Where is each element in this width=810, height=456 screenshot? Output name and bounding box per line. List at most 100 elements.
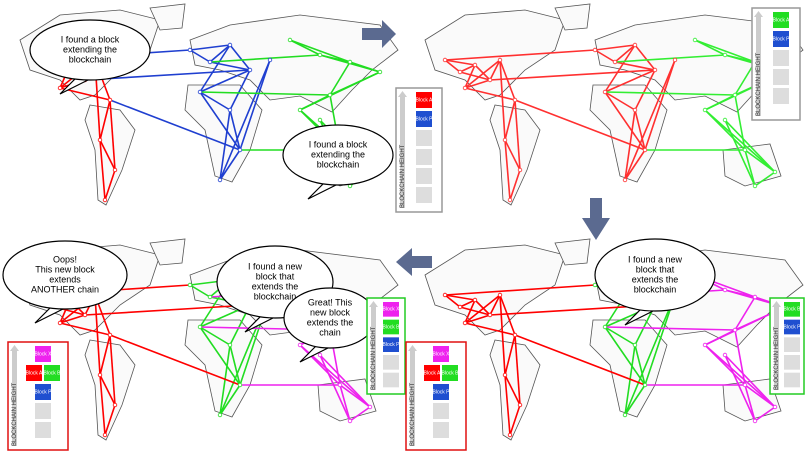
- bubble-text: blockchain: [634, 284, 677, 294]
- block: [433, 384, 449, 400]
- block-label: Block B: [784, 307, 802, 313]
- node: [502, 137, 508, 143]
- node: [742, 382, 748, 388]
- network-link: [99, 99, 111, 141]
- block: [433, 346, 449, 362]
- node: [732, 327, 738, 333]
- node: [217, 177, 223, 183]
- node: [227, 342, 233, 348]
- node: [772, 404, 778, 410]
- node: [642, 382, 648, 388]
- node: [602, 89, 608, 95]
- network-link: [694, 39, 756, 63]
- bubble-text: blockchain: [69, 54, 112, 64]
- network-link: [744, 149, 776, 173]
- height-arrow: [410, 350, 415, 446]
- network-link: [199, 44, 231, 93]
- network-link: [499, 59, 516, 101]
- network-link: [634, 44, 656, 71]
- node: [772, 169, 778, 175]
- network-link: [514, 99, 646, 151]
- land: [489, 339, 541, 441]
- height-arrowhead: [754, 11, 763, 17]
- network-link: [504, 139, 511, 201]
- node: [317, 352, 323, 358]
- network-link: [499, 294, 516, 336]
- network-link: [514, 334, 521, 406]
- bubble-text: Great! This: [308, 297, 353, 307]
- block: [26, 365, 42, 381]
- node: [722, 52, 728, 58]
- world-map: [424, 3, 804, 206]
- node: [632, 342, 638, 348]
- height-arrow: [371, 306, 376, 390]
- network-link: [604, 69, 656, 93]
- bubble-text: extends the: [632, 274, 679, 284]
- network-link: [514, 99, 521, 171]
- node: [752, 294, 758, 300]
- network-link: [489, 69, 656, 81]
- network-link: [349, 61, 381, 73]
- block-label: Block X: [35, 351, 53, 357]
- height-arrowhead: [408, 345, 417, 351]
- node: [752, 418, 758, 424]
- network-link: [109, 99, 116, 171]
- node: [702, 342, 708, 348]
- network-link: [704, 94, 736, 111]
- empty-block: [784, 372, 800, 388]
- empty-block: [35, 403, 51, 419]
- bubble-text: blockchain: [317, 159, 360, 169]
- land: [149, 3, 186, 31]
- node: [652, 67, 658, 73]
- arrow-right: [362, 20, 396, 48]
- bubble-text: Oops!: [53, 254, 77, 264]
- block: [424, 365, 440, 381]
- node: [57, 85, 63, 91]
- node: [197, 324, 203, 330]
- network-link: [219, 384, 241, 416]
- network-link: [644, 59, 676, 151]
- node: [57, 320, 63, 326]
- network-link: [209, 61, 251, 71]
- land: [84, 104, 136, 206]
- empty-block: [35, 422, 51, 438]
- network-link: [464, 294, 501, 324]
- node: [102, 432, 108, 438]
- node: [732, 92, 738, 98]
- network-link: [319, 354, 371, 408]
- network-link: [634, 109, 646, 151]
- network-link: [594, 44, 636, 51]
- network-link: [734, 329, 746, 386]
- node: [347, 418, 353, 424]
- network-link: [604, 326, 736, 331]
- block-label: Block P: [416, 116, 434, 122]
- bubble-text: extending the: [311, 149, 365, 159]
- network-link: [464, 314, 491, 324]
- node: [622, 177, 628, 183]
- network-link: [754, 406, 776, 422]
- block-label: Block P: [773, 36, 791, 42]
- height-arrowhead: [369, 301, 378, 307]
- network-link: [329, 61, 351, 96]
- node: [442, 57, 448, 63]
- node: [187, 47, 193, 53]
- network-link: [604, 91, 736, 96]
- network-link: [489, 294, 501, 316]
- network-link: [509, 169, 521, 201]
- network-link: [464, 79, 491, 89]
- node: [227, 107, 233, 113]
- network-link: [614, 61, 656, 71]
- network-link: [199, 326, 231, 346]
- network-link: [339, 384, 371, 408]
- height-arrowhead: [398, 91, 407, 97]
- network-link: [624, 59, 676, 181]
- node: [497, 292, 503, 298]
- block-label: Block P: [433, 389, 451, 395]
- network-link: [59, 322, 111, 336]
- node: [507, 197, 513, 203]
- network-link: [474, 64, 491, 81]
- network-link: [444, 49, 596, 61]
- block: [773, 31, 789, 47]
- network-link: [199, 69, 251, 93]
